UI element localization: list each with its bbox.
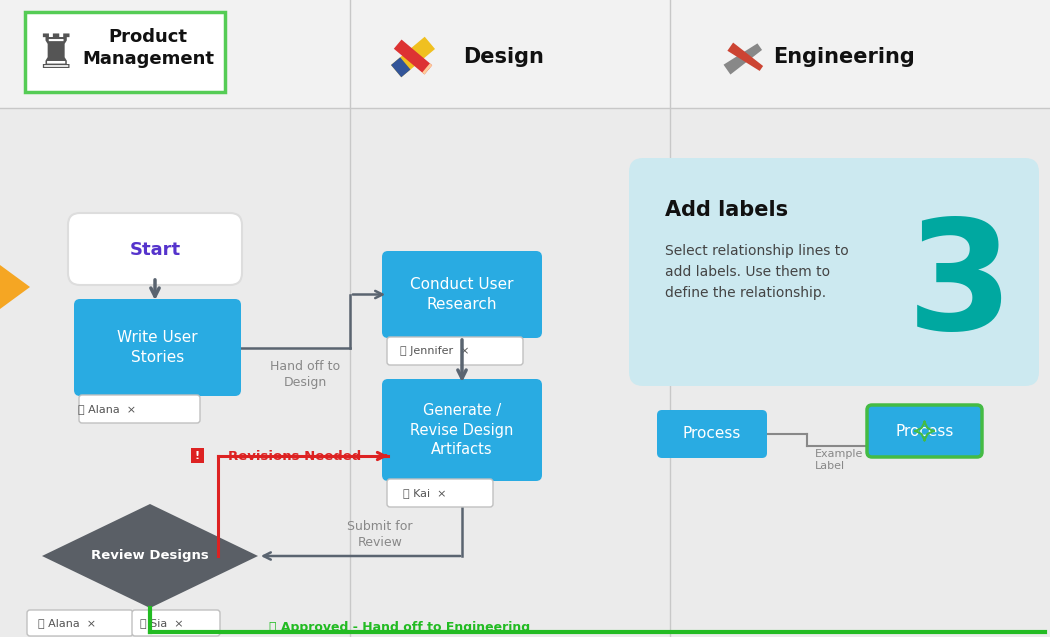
FancyBboxPatch shape — [629, 158, 1040, 386]
Polygon shape — [728, 43, 763, 71]
FancyBboxPatch shape — [25, 12, 225, 92]
FancyBboxPatch shape — [657, 410, 766, 458]
Polygon shape — [394, 39, 433, 75]
FancyBboxPatch shape — [191, 448, 204, 463]
Text: ♜: ♜ — [34, 32, 77, 78]
Text: Engineering: Engineering — [773, 47, 915, 67]
Text: Revisions Needed: Revisions Needed — [229, 450, 361, 462]
Text: Design: Design — [463, 47, 544, 67]
Polygon shape — [391, 57, 411, 77]
Text: Process: Process — [896, 424, 953, 438]
Text: Start: Start — [129, 241, 181, 259]
Polygon shape — [0, 265, 30, 309]
Text: 👤 Jennifer  ×: 👤 Jennifer × — [400, 346, 469, 356]
Text: Add labels: Add labels — [665, 200, 789, 220]
Text: 👤 Sia  ×: 👤 Sia × — [141, 618, 184, 628]
FancyBboxPatch shape — [387, 337, 523, 365]
Polygon shape — [723, 43, 762, 75]
FancyBboxPatch shape — [74, 299, 242, 396]
Text: 👤 Alana  ×: 👤 Alana × — [38, 618, 96, 628]
FancyBboxPatch shape — [0, 0, 1050, 108]
FancyBboxPatch shape — [867, 405, 982, 457]
Text: 👍 Approved - Hand off to Engineering: 👍 Approved - Hand off to Engineering — [270, 622, 530, 634]
Text: Hand off to
Design: Hand off to Design — [270, 360, 340, 389]
Text: !: ! — [194, 451, 200, 461]
Text: Process: Process — [682, 427, 741, 441]
Text: Submit for
Review: Submit for Review — [348, 520, 413, 550]
Text: 👤 Alana  ×: 👤 Alana × — [78, 404, 136, 414]
Polygon shape — [422, 63, 433, 75]
Polygon shape — [42, 504, 258, 608]
Text: Review Designs: Review Designs — [91, 550, 209, 562]
Text: 👤 Kai  ×: 👤 Kai × — [403, 488, 446, 498]
Text: 3: 3 — [907, 213, 1013, 362]
Text: Generate /
Revise Design
Artifacts: Generate / Revise Design Artifacts — [411, 403, 513, 457]
FancyBboxPatch shape — [132, 610, 220, 636]
Text: Write User
Stories: Write User Stories — [118, 330, 197, 365]
Text: Conduct User
Research: Conduct User Research — [411, 277, 513, 312]
FancyBboxPatch shape — [27, 610, 133, 636]
Text: Product
Management: Product Management — [82, 27, 214, 68]
FancyBboxPatch shape — [68, 213, 242, 285]
FancyBboxPatch shape — [387, 479, 494, 507]
Text: Example
Label: Example Label — [815, 449, 863, 471]
FancyBboxPatch shape — [79, 395, 200, 423]
Text: Select relationship lines to
add labels. Use them to
define the relationship.: Select relationship lines to add labels.… — [665, 245, 848, 299]
FancyBboxPatch shape — [382, 251, 542, 338]
Polygon shape — [391, 37, 435, 77]
FancyBboxPatch shape — [382, 379, 542, 481]
